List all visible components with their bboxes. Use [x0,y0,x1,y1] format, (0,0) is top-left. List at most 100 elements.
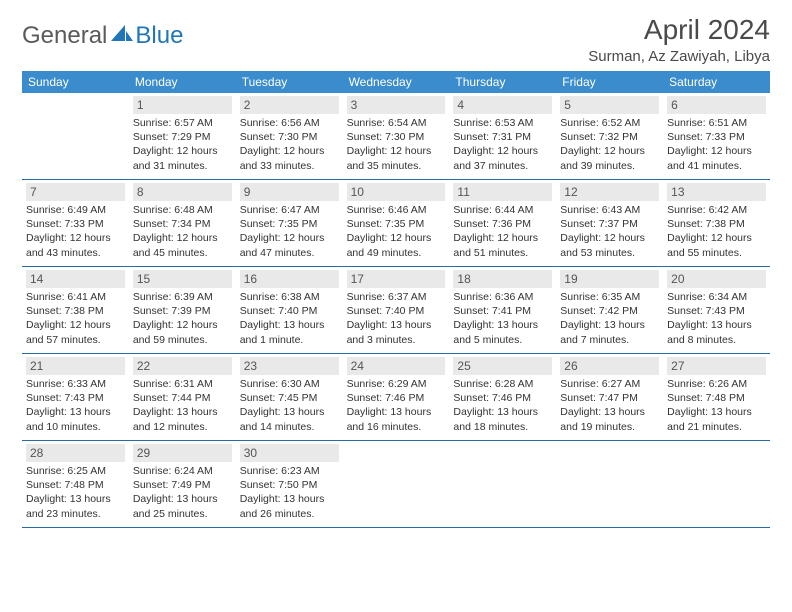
day-number: 29 [133,444,232,462]
day-info: Sunrise: 6:43 AMSunset: 7:37 PMDaylight:… [560,203,659,260]
dayheader-sunday: Sunday [22,71,129,93]
sunrise: Sunrise: 6:53 AM [453,116,552,130]
daylight: Daylight: 12 hours and 55 minutes. [667,231,766,259]
sunrise: Sunrise: 6:30 AM [240,377,339,391]
calendar-cell: 6Sunrise: 6:51 AMSunset: 7:33 PMDaylight… [663,93,770,179]
day-info: Sunrise: 6:56 AMSunset: 7:30 PMDaylight:… [240,116,339,173]
dayheader-tuesday: Tuesday [236,71,343,93]
daylight: Daylight: 13 hours and 19 minutes. [560,405,659,433]
calendar-cell: 16Sunrise: 6:38 AMSunset: 7:40 PMDayligh… [236,267,343,353]
calendar-cell: 20Sunrise: 6:34 AMSunset: 7:43 PMDayligh… [663,267,770,353]
sunrise: Sunrise: 6:35 AM [560,290,659,304]
calendar-cell: 11Sunrise: 6:44 AMSunset: 7:36 PMDayligh… [449,180,556,266]
calendar-cell: 2 Sunrise: 6:56 AMSunset: 7:30 PMDaylight… [236,93,343,179]
sunset: Sunset: 7:45 PM [240,391,339,405]
dayheader-wednesday: Wednesday [343,71,450,93]
sunrise: Sunrise: 6:57 AM [133,116,232,130]
week-row: 28Sunrise: 6:25 AMSunset: 7:48 PMDayligh… [22,441,770,528]
calendar-cell: 24Sunrise: 6:29 AMSunset: 7:46 PMDayligh… [343,354,450,440]
day-number: 18 [453,270,552,288]
calendar-cell: 3Sunrise: 6:54 AMSunset: 7:30 PMDaylight… [343,93,450,179]
sunrise: Sunrise: 6:25 AM [26,464,125,478]
sunset: Sunset: 7:38 PM [26,304,125,318]
sunset: Sunset: 7:49 PM [133,478,232,492]
daylight: Daylight: 12 hours and 59 minutes. [133,318,232,346]
day-info: Sunrise: 6:23 AMSunset: 7:50 PMDaylight:… [240,464,339,521]
day-number: 12 [560,183,659,201]
daylight: Daylight: 12 hours and 41 minutes. [667,144,766,172]
dayheader-thursday: Thursday [449,71,556,93]
sunrise: Sunrise: 6:48 AM [133,203,232,217]
sunset: Sunset: 7:35 PM [240,217,339,231]
day-info: Sunrise: 6:36 AMSunset: 7:41 PMDaylight:… [453,290,552,347]
sunrise: Sunrise: 6:43 AM [560,203,659,217]
sunrise: Sunrise: 6:49 AM [26,203,125,217]
daylight: Daylight: 12 hours and 45 minutes. [133,231,232,259]
sunrise: Sunrise: 6:47 AM [240,203,339,217]
daylight: Daylight: 13 hours and 25 minutes. [133,492,232,520]
calendar-cell: 27Sunrise: 6:26 AMSunset: 7:48 PMDayligh… [663,354,770,440]
sunrise: Sunrise: 6:46 AM [347,203,446,217]
sunset: Sunset: 7:33 PM [667,130,766,144]
daylight: Daylight: 12 hours and 57 minutes. [26,318,125,346]
sunrise: Sunrise: 6:39 AM [133,290,232,304]
day-info: Sunrise: 6:41 AMSunset: 7:38 PMDaylight:… [26,290,125,347]
day-number: 4 [453,96,552,114]
logo-text-general: General [22,22,107,50]
day-info: Sunrise: 6:42 AMSunset: 7:38 PMDaylight:… [667,203,766,260]
sunrise: Sunrise: 6:54 AM [347,116,446,130]
header: General Blue April 2024 Surman, Az Zawiy… [22,14,770,65]
calendar-cell: 13Sunrise: 6:42 AMSunset: 7:38 PMDayligh… [663,180,770,266]
daylight: Daylight: 13 hours and 12 minutes. [133,405,232,433]
day-number: 10 [347,183,446,201]
day-number: 11 [453,183,552,201]
day-info: Sunrise: 6:37 AMSunset: 7:40 PMDaylight:… [347,290,446,347]
calendar-cell: 10 Sunrise: 6:46 AMSunset: 7:35 PMDayligh… [343,180,450,266]
calendar-cell [343,441,450,527]
sunset: Sunset: 7:31 PM [453,130,552,144]
sunset: Sunset: 7:47 PM [560,391,659,405]
calendar-cell: 9Sunrise: 6:47 AMSunset: 7:35 PMDaylight… [236,180,343,266]
sunset: Sunset: 7:48 PM [667,391,766,405]
sunset: Sunset: 7:46 PM [347,391,446,405]
sunrise: Sunrise: 6:52 AM [560,116,659,130]
calendar-cell: 4 Sunrise: 6:53 AMSunset: 7:31 PMDaylight… [449,93,556,179]
day-number: 5 [560,96,659,114]
day-info: Sunrise: 6:30 AMSunset: 7:45 PMDaylight:… [240,377,339,434]
daylight: Daylight: 12 hours and 39 minutes. [560,144,659,172]
week-row: 1Sunrise: 6:57 AMSunset: 7:29 PMDaylight… [22,93,770,180]
sunset: Sunset: 7:38 PM [667,217,766,231]
day-number: 9 [240,183,339,201]
daylight: Daylight: 13 hours and 26 minutes. [240,492,339,520]
calendar-cell: 12 Sunrise: 6:43 AMSunset: 7:37 PMDayligh… [556,180,663,266]
day-info: Sunrise: 6:25 AMSunset: 7:48 PMDaylight:… [26,464,125,521]
day-info: Sunrise: 6:27 AMSunset: 7:47 PMDaylight:… [560,377,659,434]
daylight: Daylight: 12 hours and 51 minutes. [453,231,552,259]
sunset: Sunset: 7:30 PM [240,130,339,144]
day-info: Sunrise: 6:46 AMSunset: 7:35 PMDaylight:… [347,203,446,260]
sunset: Sunset: 7:39 PM [133,304,232,318]
location: Surman, Az Zawiyah, Libya [588,48,770,65]
day-info: Sunrise: 6:53 AMSunset: 7:31 PMDaylight:… [453,116,552,173]
day-info: Sunrise: 6:52 AMSunset: 7:32 PMDaylight:… [560,116,659,173]
day-info: Sunrise: 6:39 AMSunset: 7:39 PMDaylight:… [133,290,232,347]
sunset: Sunset: 7:46 PM [453,391,552,405]
calendar-cell: 14Sunrise: 6:41 AMSunset: 7:38 PMDayligh… [22,267,129,353]
calendar-cell: 1Sunrise: 6:57 AMSunset: 7:29 PMDaylight… [129,93,236,179]
sunset: Sunset: 7:37 PM [560,217,659,231]
day-number: 21 [26,357,125,375]
day-number: 26 [560,357,659,375]
sunrise: Sunrise: 6:38 AM [240,290,339,304]
day-number: 2 [240,96,339,114]
day-number: 7 [26,183,125,201]
day-headers: Sunday Monday Tuesday Wednesday Thursday… [22,71,770,93]
sunset: Sunset: 7:35 PM [347,217,446,231]
week-row: 14Sunrise: 6:41 AMSunset: 7:38 PMDayligh… [22,267,770,354]
day-number: 20 [667,270,766,288]
sunset: Sunset: 7:41 PM [453,304,552,318]
sunrise: Sunrise: 6:27 AM [560,377,659,391]
sunrise: Sunrise: 6:33 AM [26,377,125,391]
daylight: Daylight: 12 hours and 31 minutes. [133,144,232,172]
week-row: 7Sunrise: 6:49 AMSunset: 7:33 PMDaylight… [22,180,770,267]
calendar-cell: 19Sunrise: 6:35 AMSunset: 7:42 PMDayligh… [556,267,663,353]
